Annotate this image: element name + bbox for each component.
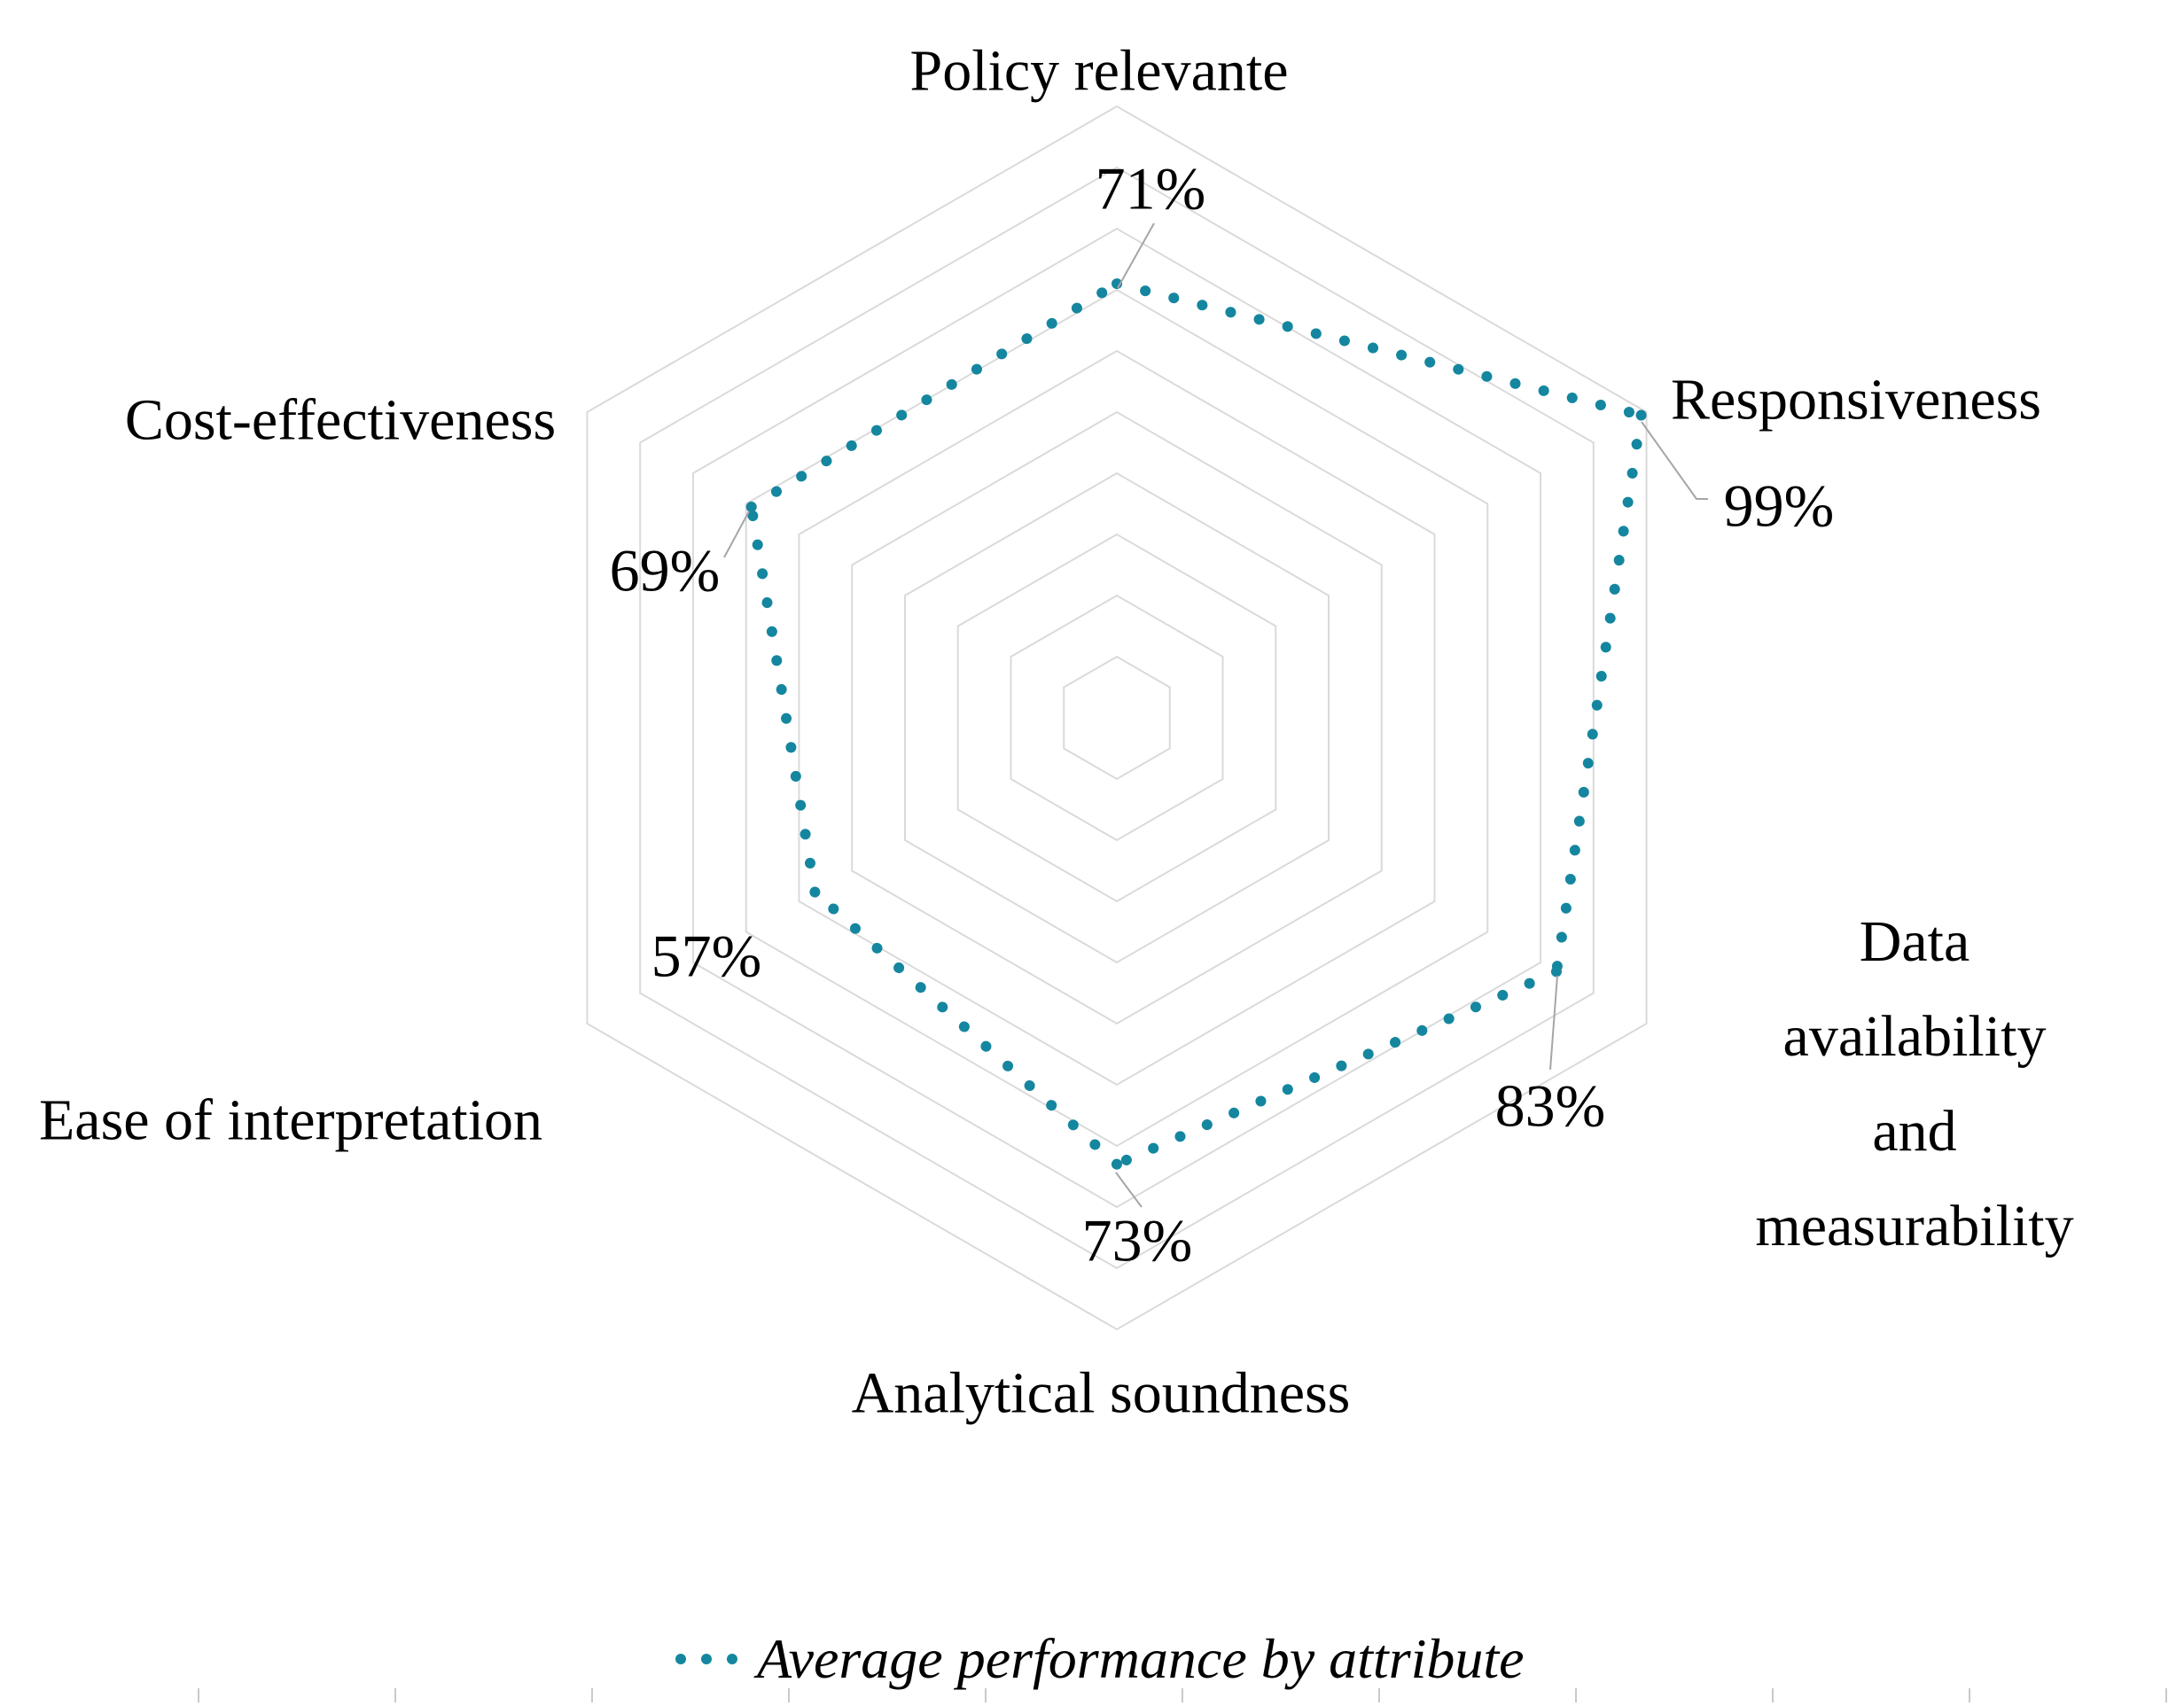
data-label-analytical-73: 73%: [1081, 1206, 1193, 1274]
legend: Average performance by attribute: [675, 1626, 1525, 1692]
leader-line: [723, 510, 750, 558]
series-line: [1112, 278, 1647, 421]
axis-label-cost-effectiveness: Cost-effectiveness: [124, 387, 557, 453]
legend-series-dot-icon: [675, 1654, 686, 1664]
series-line: [745, 278, 1122, 512]
axis-label-responsiveness: Responsiveness: [1671, 367, 2041, 432]
grid-ring: [639, 166, 1595, 1270]
grid-ring: [1010, 594, 1224, 842]
legend-series-dot-icon: [701, 1654, 712, 1664]
leader-line: [1115, 1172, 1143, 1208]
grid-ring: [691, 227, 1542, 1209]
leader-line: [1641, 421, 1708, 500]
data-label-responsiveness-99: 99%: [1723, 471, 1835, 540]
axis-label-policy-relevante: Policy relevante: [909, 38, 1289, 104]
grid-ring: [1063, 655, 1171, 781]
series-line: [745, 501, 821, 898]
axis-label-ease-of-interpretation: Ease of interpretation: [38, 1087, 543, 1153]
leader-line: [1117, 222, 1155, 289]
grid-ring: [956, 533, 1277, 903]
leader-line: [1549, 975, 1558, 1071]
data-label-data-availability-83: 83%: [1494, 1071, 1606, 1140]
grid-ring: [745, 288, 1489, 1148]
grid-ring: [851, 410, 1383, 1025]
data-label-policy-71: 71%: [1095, 154, 1206, 222]
legend-series-dot-icon: [727, 1654, 737, 1664]
data-label-cost-69: 69%: [609, 536, 721, 604]
legend-marker: [675, 1654, 737, 1664]
series-line: [1112, 966, 1562, 1170]
axis-label-data-availability: Data availability and measurability: [1755, 909, 2074, 1258]
series-line: [1550, 409, 1647, 978]
grid-ring: [586, 105, 1648, 1331]
grid-ring: [903, 471, 1330, 964]
series-line: [809, 886, 1122, 1170]
data-label-ease-57: 57%: [651, 922, 762, 990]
grid-ring: [798, 349, 1436, 1087]
legend-series-label: Average performance by attribute: [757, 1627, 1525, 1690]
axis-label-analytical-soundness: Analytical soundness: [851, 1360, 1351, 1426]
